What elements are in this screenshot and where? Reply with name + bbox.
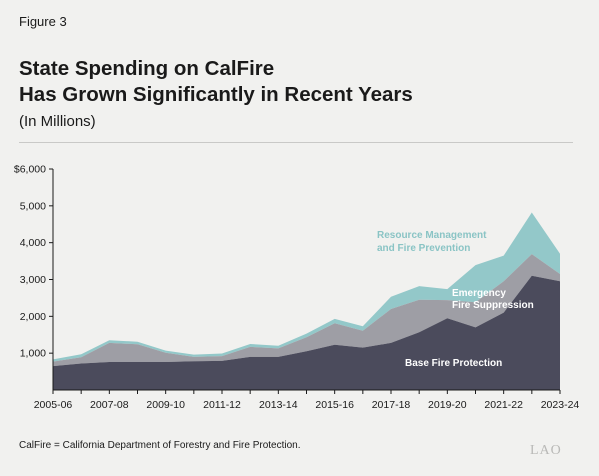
chart-areas [53, 212, 560, 390]
y-tick-label: 1,000 [20, 348, 46, 360]
chart-title-line1: State Spending on CalFire [19, 57, 275, 80]
label-emergency-line1: Emergency [452, 288, 506, 299]
x-tick-label: 2015-16 [315, 399, 354, 411]
x-tick-label: 2005-06 [34, 399, 73, 411]
x-tick-label: 2023-24 [541, 399, 580, 411]
figure-label: Figure 3 [19, 14, 67, 29]
footnote: CalFire = California Department of Fores… [19, 440, 301, 451]
title-divider [19, 142, 573, 143]
label-base: Base Fire Protection [405, 358, 502, 369]
chart-axes: $6,000 5,000 4,000 3,000 2,000 1,000 2005-06 20… [14, 164, 580, 412]
x-tick-label: 2021-22 [484, 399, 523, 411]
y-tick-label: 3,000 [20, 274, 46, 286]
x-tick-label: 2013-14 [259, 399, 298, 411]
x-tick-label: 2019-20 [428, 399, 467, 411]
lao-logo: LAO [530, 443, 562, 458]
label-resource-line1: Resource Management [377, 230, 487, 241]
y-tick-label: 2,000 [20, 311, 46, 323]
x-tick-label: 2009-10 [146, 399, 185, 411]
area-emergency-fire-suppression [53, 254, 560, 367]
y-tick-label: 5,000 [20, 200, 46, 212]
x-tick-label: 2011-12 [203, 399, 241, 411]
area-base-fire-protection [53, 275, 560, 390]
chart-subtitle: (In Millions) [19, 113, 96, 130]
chart-title: State Spending on CalFire Has Grown Sign… [19, 56, 413, 108]
chart-series-labels: Resource Management and Fire Prevention … [377, 230, 534, 369]
chart-title-line2: Has Grown Significantly in Recent Years [19, 83, 413, 106]
label-resource-line2: and Fire Prevention [377, 243, 470, 254]
area-resource-management [53, 212, 560, 362]
y-tick-label: $6,000 [14, 164, 46, 176]
x-tick-label: 2017-18 [372, 399, 411, 411]
x-tick-label: 2007-08 [90, 399, 129, 411]
y-tick-label: 4,000 [20, 237, 46, 249]
label-emergency-line2: Fire Suppression [452, 300, 534, 311]
